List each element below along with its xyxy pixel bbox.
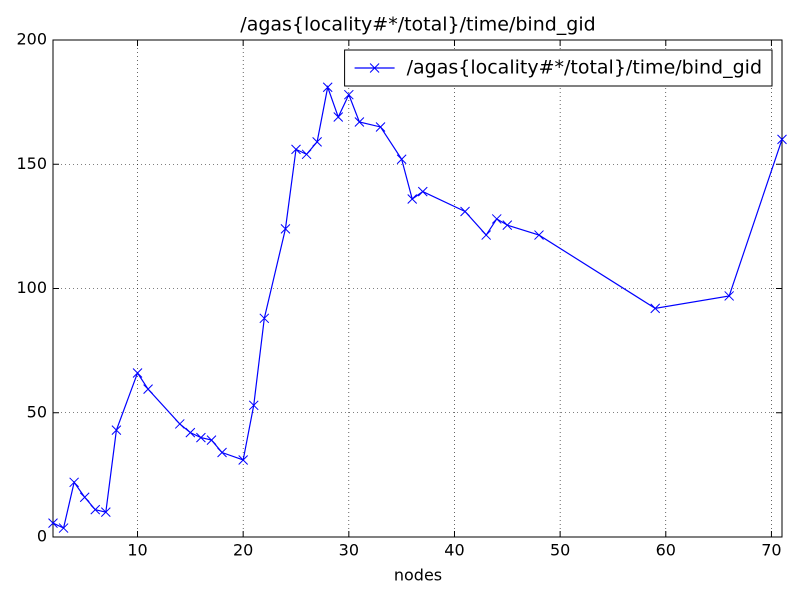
marker [502, 220, 513, 230]
marker [206, 435, 217, 445]
marker [248, 400, 259, 411]
legend: /agas{locality#*/total}/time/bind_gid [344, 49, 773, 87]
marker [650, 303, 661, 314]
x-tick-label: 20 [233, 541, 253, 560]
x-tick-label: 50 [550, 541, 570, 560]
marker [460, 206, 470, 217]
marker [143, 384, 153, 394]
marker [291, 144, 301, 155]
marker [238, 455, 249, 465]
marker [111, 425, 122, 435]
marker [280, 224, 291, 234]
legend-label: /agas{locality#*/total}/time/bind_gid [407, 57, 762, 79]
marker [174, 419, 185, 429]
marker [90, 504, 101, 515]
marker [322, 82, 333, 93]
marker [100, 507, 111, 518]
marker [301, 149, 312, 160]
marker [534, 230, 544, 240]
y-tick-label: 50 [27, 402, 47, 421]
marker [396, 154, 407, 165]
marker [375, 122, 386, 132]
marker [369, 63, 380, 73]
y-tick-label: 0 [37, 527, 47, 546]
marker [259, 313, 270, 324]
y-tick-label: 100 [16, 278, 47, 297]
marker [777, 134, 787, 145]
marker [491, 214, 502, 224]
chart-title: /agas{locality#*/total}/time/bind_gid [240, 14, 595, 36]
plot-frame [52, 39, 783, 538]
x-tick-label: 40 [444, 541, 464, 560]
marker [343, 89, 354, 100]
marker [354, 117, 365, 127]
marker [333, 112, 344, 122]
marker [69, 477, 79, 488]
marker [724, 291, 735, 301]
marker [196, 432, 206, 443]
y-tick-label: 200 [16, 30, 47, 49]
x-tick-label: 30 [339, 541, 359, 560]
marker [185, 427, 196, 438]
marker [48, 518, 58, 528]
x-tick-label: 10 [127, 541, 147, 560]
series [48, 82, 787, 533]
marker [58, 523, 69, 533]
marker [407, 194, 418, 204]
marker [217, 447, 227, 458]
marker [132, 368, 143, 378]
marker [79, 492, 90, 503]
x-axis-label: nodes [394, 566, 442, 585]
marker [417, 186, 428, 197]
marker [481, 230, 492, 240]
y-tick-label: 150 [16, 154, 47, 173]
marker [312, 137, 322, 147]
x-tick-label: 70 [761, 541, 781, 560]
legend-box [344, 49, 773, 87]
x-tick-label: 60 [656, 541, 676, 560]
